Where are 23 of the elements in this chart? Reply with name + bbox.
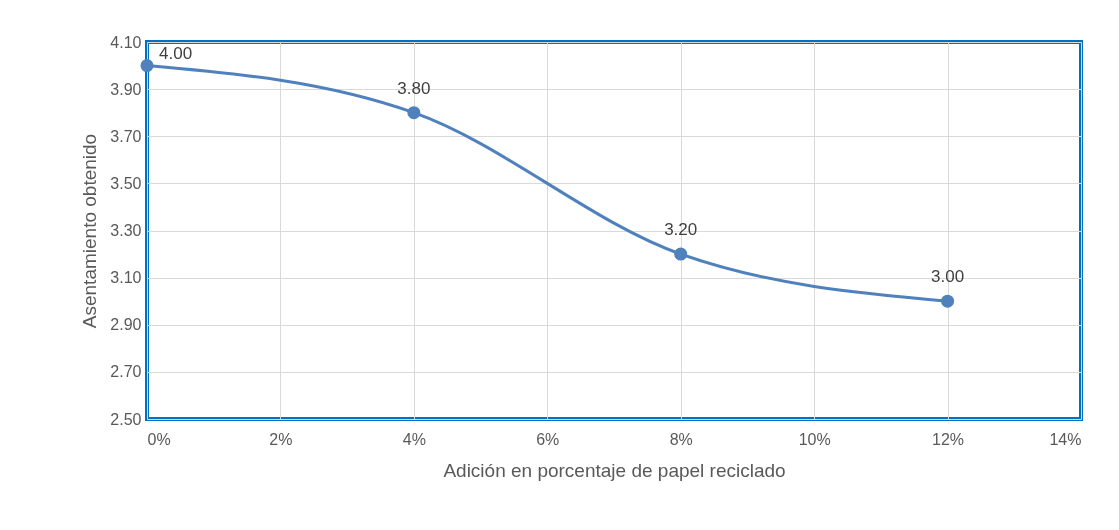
data-label: 3.00 bbox=[931, 267, 965, 287]
data-label: 3.80 bbox=[397, 78, 431, 98]
y-tick-label: 3.10 bbox=[110, 269, 142, 287]
y-tick-label: 2.50 bbox=[110, 410, 142, 428]
data-label: 3.20 bbox=[664, 220, 698, 240]
x-tick-label: 12% bbox=[932, 430, 965, 448]
y-tick-label: 3.90 bbox=[110, 80, 142, 98]
y-tick-label: 2.90 bbox=[110, 316, 142, 334]
y-tick-label: 2.70 bbox=[110, 363, 142, 381]
y-axis-title: Asentamiento obtenido bbox=[79, 133, 101, 329]
y-tick-label: 3.70 bbox=[110, 127, 142, 145]
y-tick-label: 3.50 bbox=[110, 174, 142, 192]
y-tick-label: 3.30 bbox=[110, 222, 142, 239]
x-tick-label: 6% bbox=[536, 430, 560, 448]
x-tick-label: 14% bbox=[1049, 430, 1082, 448]
x-tick-label: 2% bbox=[269, 430, 293, 448]
data-label: 4.00 bbox=[159, 43, 193, 63]
x-tick-label: 8% bbox=[669, 430, 693, 448]
x-axis-title: Adición en porcentaje de papel reciclado bbox=[443, 459, 786, 481]
x-tick-label: 10% bbox=[798, 430, 831, 448]
x-tick-label: 0% bbox=[147, 430, 171, 448]
x-tick-label: 4% bbox=[402, 430, 426, 448]
y-tick-label: 4.10 bbox=[110, 33, 142, 51]
